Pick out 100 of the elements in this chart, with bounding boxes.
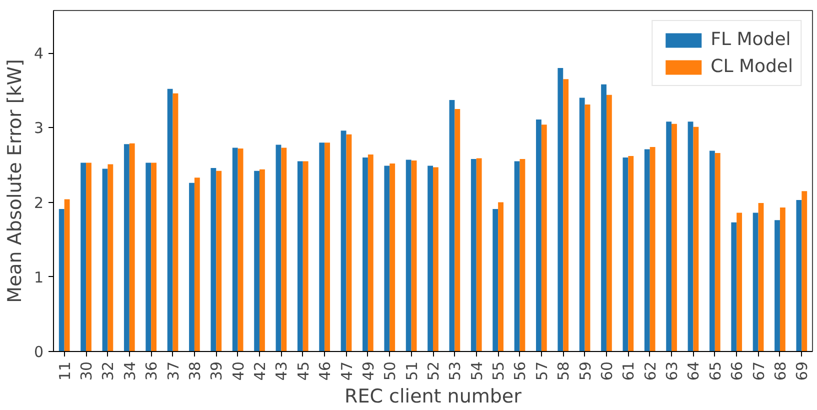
bar [346,134,352,352]
x-tick-label: 57 [532,361,551,381]
bar [780,207,786,352]
bar [324,142,330,352]
bar [601,84,606,352]
bar [58,208,64,352]
bar [628,156,634,352]
x-tick-label: 66 [728,361,746,381]
bar [232,148,238,352]
bar [189,182,194,352]
bar [64,199,70,352]
y-tick-label: 4 [34,44,44,63]
bar [146,162,152,352]
x-tick-label: 64 [684,361,703,381]
x-tick-label: 11 [56,361,74,381]
bar [579,98,585,352]
y-tick-label: 0 [34,343,44,361]
bar [433,167,438,352]
x-tick-label: 60 [598,361,616,381]
x-tick-label: 47 [338,361,356,381]
bar [736,212,742,352]
x-tick-label: 36 [142,361,161,381]
x-tick-label: 37 [164,361,182,381]
bar [260,169,265,352]
bar [276,144,282,352]
bar [210,168,216,352]
x-tick-label: 52 [424,361,442,381]
x-tick-label: 32 [99,361,118,381]
bar [108,164,114,352]
bar [693,126,699,352]
x-tick-label: 51 [402,361,421,381]
x-tick-label: 68 [771,361,790,381]
bar [172,93,178,352]
bar [731,222,737,352]
bar [514,161,520,352]
bar [492,208,498,352]
bar [384,166,390,352]
bar [666,122,672,352]
x-tick-label: 65 [706,361,724,381]
bar [319,142,325,352]
bar [216,170,222,352]
bar [362,157,368,352]
bar [449,100,455,352]
bar [714,153,720,352]
bar [558,68,564,352]
x-tick-label: 69 [793,361,812,381]
bar [644,149,650,352]
x-tick-label: 56 [511,361,530,381]
bar [86,162,92,352]
bar [281,148,287,352]
x-tick-label: 50 [381,361,400,381]
bar [758,203,764,352]
bar [541,124,547,352]
x-tick-label: 61 [620,361,638,381]
y-axis-title: Mean Absolute Error [kW] [4,59,26,303]
x-tick-label: 45 [294,361,312,381]
bar [498,202,504,352]
bar [774,220,780,352]
bar [151,162,157,352]
bar [411,160,417,352]
x-tick-label: 67 [750,361,768,381]
bar [650,147,656,352]
bar [80,162,86,352]
x-tick-label: 39 [208,361,226,381]
bar [302,161,308,352]
x-tick-label: 53 [446,361,464,381]
legend-label: FL Model [710,29,791,50]
x-tick-label: 30 [78,361,96,381]
x-tick-label: 62 [641,361,660,381]
bar [340,130,346,352]
x-tick-label: 63 [663,361,682,381]
bar [454,108,460,352]
bar [796,200,802,352]
x-tick-label: 38 [186,361,204,381]
x-tick-label: 55 [490,361,508,381]
bar [167,88,173,352]
bar [622,157,628,352]
bar [102,168,108,352]
x-tick-label: 42 [251,361,270,381]
x-axis-title: REC client number [344,386,522,408]
x-tick-label: 40 [229,361,248,381]
bar [536,119,542,352]
bar [297,161,303,352]
bar [606,94,612,352]
bar [124,144,130,352]
bar [563,79,569,352]
bar [709,150,715,352]
bar [584,104,590,352]
bar [802,191,808,352]
bar [194,178,200,352]
legend-label: CL Model [710,56,793,77]
bar [129,143,135,352]
bar [752,212,758,352]
x-tick-label: 46 [316,361,334,381]
bar [254,170,260,352]
x-tick-label: 58 [554,361,573,381]
bar [368,154,374,352]
y-tick-label: 3 [34,119,44,138]
bar [520,158,526,352]
x-tick-label: 59 [576,361,594,381]
